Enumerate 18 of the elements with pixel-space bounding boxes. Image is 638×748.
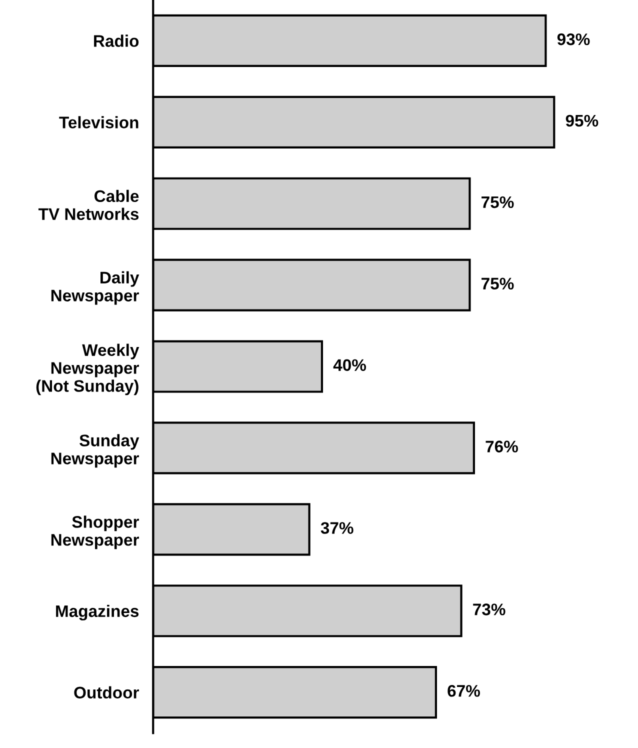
data-label: 95% (566, 114, 598, 127)
data-label: 75% (482, 278, 514, 290)
data-label: 76% (486, 440, 518, 452)
y-tick-label: Daily Newspaper (51, 271, 140, 305)
y-tick-label: Radio (94, 34, 139, 47)
data-label: 67% (448, 684, 480, 697)
y-tick-label: Weekly Newspaper (Not Sunday) (36, 344, 140, 396)
y-tick-label: Cable TV Networks (38, 190, 139, 220)
y-tick-label: Magazines (56, 604, 139, 620)
y-tick-label: Sunday Newspaper (51, 434, 140, 468)
data-label: 93% (557, 33, 590, 46)
y-tick-label: Outdoor (74, 686, 139, 699)
y-tick-label: Television (59, 116, 138, 128)
data-label: 40% (333, 359, 366, 371)
data-label: 73% (473, 604, 506, 616)
y-tick-label: Shopper Newspaper (51, 516, 139, 550)
data-label: 37% (320, 522, 354, 534)
data-label: 75% (482, 196, 514, 208)
